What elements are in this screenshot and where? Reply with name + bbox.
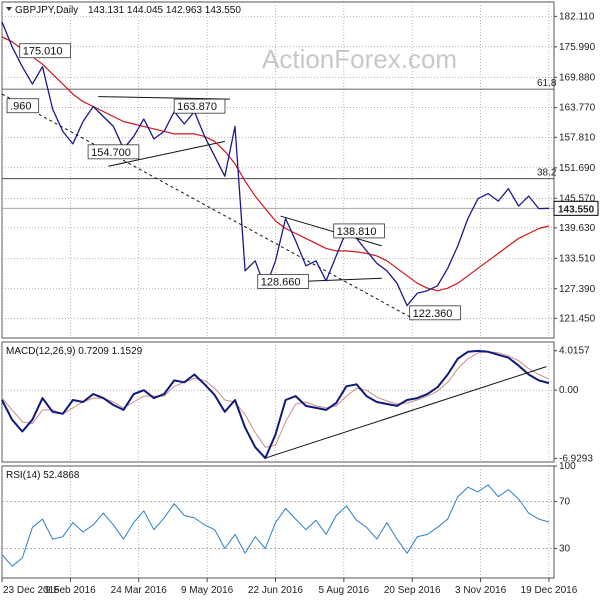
macd-signal-line (1, 351, 550, 448)
current-price-tag (553, 200, 599, 216)
price-trendlines (1, 93, 413, 319)
price-annotation-label: 138.810 (337, 226, 377, 238)
triangle-upper-line (280, 215, 382, 247)
x-tick-label: 9 Feb 2016 (45, 585, 96, 596)
price-y-tick-label: 121.450 (559, 313, 596, 324)
price-annotation-label: 175.010 (23, 46, 63, 58)
x-tick-label: 20 Sep 2016 (384, 585, 441, 596)
macd-series (1, 349, 550, 460)
price-annotations: 175.010 163.870 .960 154.700 138.810 128.660 1… (6, 43, 461, 321)
fib-level-label: 38.2 (537, 168, 557, 179)
price-annotation-box (6, 98, 40, 114)
price-annotation-box (19, 43, 71, 59)
price-y-tick-label: 133.510 (559, 253, 596, 264)
macd-line (1, 349, 550, 460)
price-annotation-label: .960 (10, 101, 31, 113)
price-annotation-label: 163.870 (177, 101, 217, 113)
price-y-tick-label: 163.770 (559, 103, 596, 114)
price-y-tick-label: 145.570 (559, 193, 596, 204)
price-annotation-box (333, 223, 385, 239)
symbol-arrow-icon (6, 7, 12, 11)
rsi-series (1, 484, 550, 567)
rsi-panel-frame (1, 465, 555, 579)
price-annotation-box (409, 305, 461, 321)
current-price-label: 143.550 (558, 204, 595, 215)
macd-panel-title: MACD(12,26,9) 0.7209 1.1529 (6, 346, 143, 357)
price-panel-title: GBPJPY,Daily (15, 5, 78, 16)
upper-channel-line (98, 96, 230, 100)
price-series (1, 21, 550, 307)
x-tick-label: 22 Jun 2016 (248, 585, 303, 596)
price-fib-levels: 61.8 38.2 (2, 78, 557, 209)
x-tick-label: 23 Dec 2015 (3, 585, 60, 596)
price-annotation-box (257, 274, 309, 289)
rsi-y-axis: 100 70 30 (554, 461, 576, 555)
price-y-axis: 182.110 175.990 169.880 163.770 157.810 151.6… (553, 11, 599, 324)
price-grid (1, 2, 554, 338)
price-annotation-label: 122.360 (413, 308, 453, 320)
price-annotation-label: 128.660 (261, 276, 301, 288)
price-y-tick-label: 175.990 (559, 42, 596, 53)
macd-panel-frame (1, 341, 555, 463)
rsi-y-tick-label: 30 (559, 544, 571, 555)
ohlc-values: 143.131 144.045 142.963 143.550 (88, 5, 241, 16)
macd-y-tick-label: 0.00 (559, 385, 579, 396)
x-tick-label: 19 Dec 2016 (521, 585, 578, 596)
rsi-grid (1, 466, 554, 578)
x-tick-label: 24 Mar 2016 (111, 585, 168, 596)
price-y-tick-label: 151.690 (559, 163, 596, 174)
lower-wedge-support-line (108, 140, 225, 167)
macd-y-axis: 4.0157 0.00 -6.9293 (554, 346, 593, 464)
macd-grid (1, 342, 554, 462)
x-tick-label: 9 May 2016 (181, 585, 234, 596)
rsi-y-tick-label: 70 (559, 496, 571, 507)
price-y-tick-label: 127.390 (559, 284, 596, 295)
price-y-tick-label: 157.810 (559, 132, 596, 143)
fib-level-label: 61.8 (537, 78, 557, 89)
macd-y-tick-label: 4.0157 (559, 346, 590, 357)
price-y-tick-label: 139.630 (559, 223, 596, 234)
price-annotation-label: 154.700 (91, 147, 131, 159)
price-y-tick-label: 182.110 (559, 11, 595, 22)
macd-y-tick-label: -6.9293 (559, 453, 593, 464)
rsi-y-tick-label: 100 (559, 461, 576, 472)
rsi-line (1, 484, 550, 567)
rsi-panel-title: RSI(14) 52.4868 (6, 470, 80, 481)
macd-trendline (265, 366, 547, 459)
price-line (1, 21, 549, 307)
watermark: ActionForex.com (262, 44, 457, 74)
x-tick-label: 3 Nov 2016 (455, 585, 507, 596)
price-annotation-box (173, 98, 226, 114)
x-tick-label: 5 Aug 2016 (319, 585, 370, 596)
price-y-tick-label: 169.880 (559, 72, 596, 83)
price-annotation-box (87, 144, 140, 160)
